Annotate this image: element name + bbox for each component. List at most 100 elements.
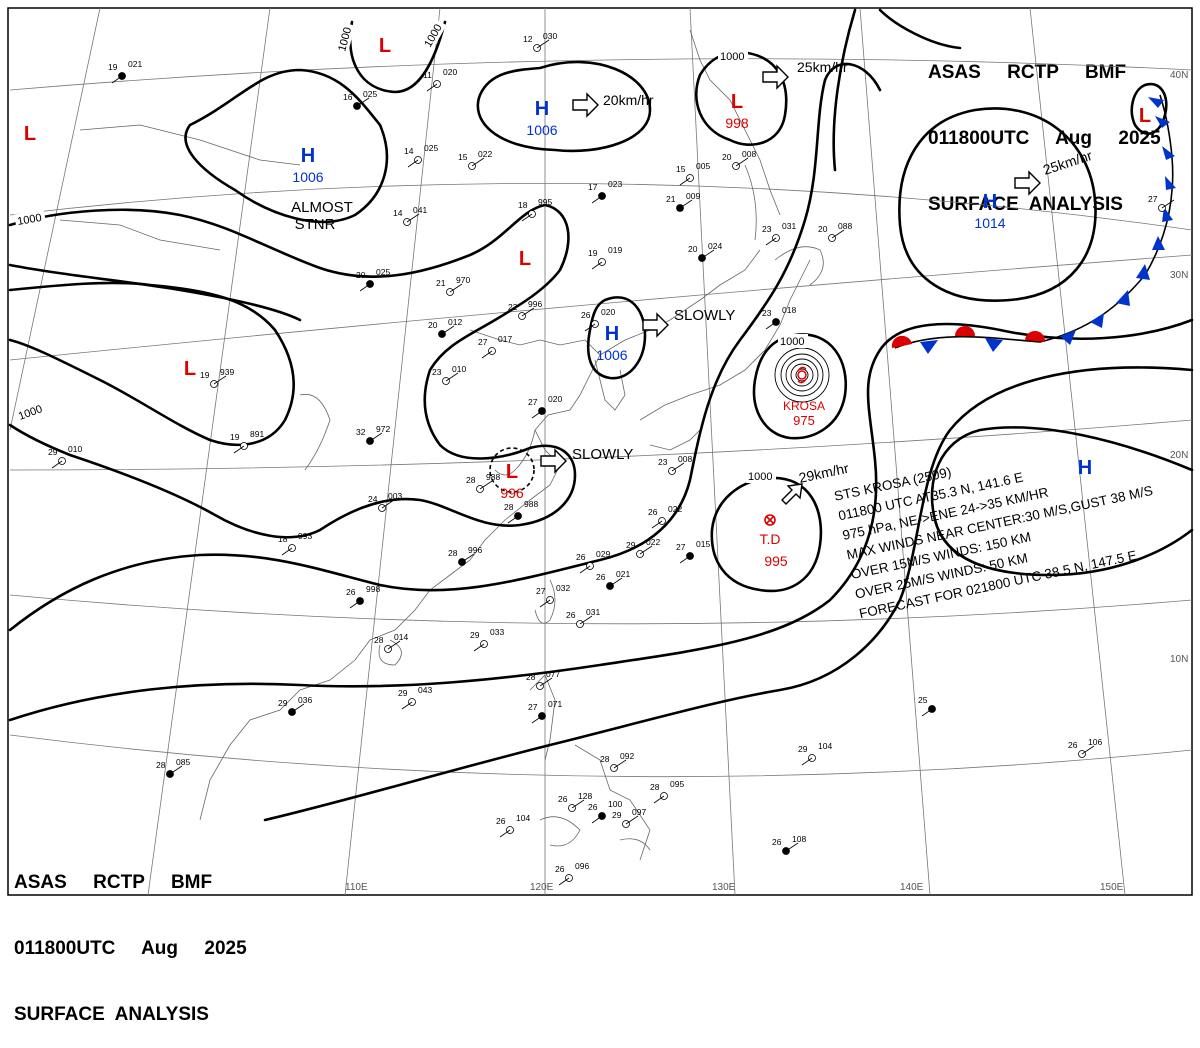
station-plot: 23 031 (762, 221, 796, 246)
station-pressure: 939 (220, 367, 234, 377)
station-pressure: 988 (486, 472, 500, 482)
map-frame (7, 7, 1193, 896)
low-center: L (731, 91, 743, 113)
isobar-label-bg (419, 18, 447, 52)
station-plot: 29 036 (278, 695, 312, 716)
station-pressure: 030 (543, 31, 557, 41)
station-plot: 26 128 (558, 791, 592, 812)
station-pressure: 014 (394, 632, 408, 642)
typhoon-icon (797, 366, 807, 384)
station-temperature: 29 (612, 810, 622, 820)
station-pressure: 033 (490, 627, 504, 637)
station-pressure: 012 (448, 317, 462, 327)
station-pressure: 106 (1088, 737, 1102, 747)
station-plot: 28 095 (650, 779, 684, 804)
isobar (263, 366, 1194, 822)
station-pressure: 088 (838, 221, 852, 231)
station-plot: 14 025 (404, 143, 438, 168)
station-plot: 28 092 (600, 751, 634, 772)
low-dashed-ring (489, 447, 535, 493)
station-pressure: 988 (524, 499, 538, 509)
station-pressure: 891 (250, 429, 264, 439)
center-pressure: 996 (500, 485, 524, 501)
wind-barb (679, 555, 691, 564)
warm-front-symbols (891, 326, 1046, 348)
station-plot: 29 033 (470, 627, 504, 652)
station-pressure: 998 (366, 584, 380, 594)
station-temperature: 23 (658, 457, 668, 467)
wind-barb (765, 321, 777, 330)
station-temperature: 28 (156, 760, 166, 770)
center-pressure: 1006 (596, 347, 627, 363)
wind-barb (401, 701, 413, 710)
station-pressure: 022 (478, 149, 492, 159)
wind-barb (507, 515, 519, 524)
station-plot: 26 104 (496, 813, 530, 838)
latitude-label: 40N (1170, 70, 1188, 81)
wind-barb (233, 445, 245, 454)
graticule (9, 7, 1193, 896)
station-plot: 19 891 (230, 429, 264, 454)
wind-barb (481, 350, 493, 359)
wind-barb (613, 759, 627, 769)
station-pressure: 104 (516, 813, 530, 823)
station-temperature: 29 (398, 688, 408, 698)
station-temperature: 26 (648, 507, 658, 517)
high-center: H (301, 145, 315, 167)
station-pressure: 025 (363, 89, 377, 99)
station-plot: 25 (918, 695, 936, 717)
header-top-right: ASAS RCTP BMF 011800UTC Aug 2025 SURFACE… (928, 18, 1161, 238)
station-pressure: 031 (782, 221, 796, 231)
station-plot: 23 010 (432, 364, 466, 385)
station-pressure: 009 (686, 191, 700, 201)
wind-barb (701, 249, 715, 259)
station-pressure: 032 (556, 583, 570, 593)
station-temperature: 32 (356, 427, 366, 437)
station-temperature: 26 (496, 816, 506, 826)
isobar (8, 263, 302, 322)
station-temperature: 15 (458, 152, 468, 162)
wind-barb (445, 372, 459, 382)
td-pressure: 995 (764, 553, 788, 569)
tropical-depression-icon (764, 514, 776, 526)
station-plot: 28 085 (156, 757, 190, 778)
station-plot: 11 020 (423, 67, 457, 92)
center-pressure: 1006 (292, 169, 323, 185)
wind-barb (521, 307, 535, 317)
station-pressure: 108 (792, 834, 806, 844)
station-pressure: 041 (413, 205, 427, 215)
station-temperature: 16 (343, 92, 353, 102)
isobar-label-bg (746, 469, 776, 483)
isobar-label-bg (718, 49, 748, 63)
station-temperature: 26 (346, 587, 356, 597)
wind-barb (539, 677, 553, 687)
center-pressure: 998 (725, 115, 749, 131)
wind-barb (651, 520, 663, 529)
wind-barb (111, 75, 123, 84)
station-temperature: 20 (356, 270, 366, 280)
station-temperature: 28 (466, 475, 476, 485)
arrow-icon (572, 92, 599, 118)
isobar (898, 107, 1097, 302)
station-pressure: 020 (548, 394, 562, 404)
station-plot: 12 030 (523, 31, 557, 52)
wind-barb (679, 199, 693, 209)
wind-barb (1081, 745, 1095, 755)
longitude-label: 120E (530, 882, 554, 893)
station-temperature: 20 (818, 224, 828, 234)
station-pressure: 972 (376, 424, 390, 434)
station-plot: 29 010 (48, 444, 82, 469)
station-pressure: 025 (424, 143, 438, 153)
isobar-label-bg (14, 400, 48, 424)
station-pressure: 008 (742, 149, 756, 159)
wind-barb (291, 703, 305, 713)
station-pressure: 097 (632, 807, 646, 817)
wind-barb (213, 375, 227, 385)
wind-barb (539, 599, 551, 608)
station-temperature: 17 (588, 182, 598, 192)
station-pressure: 010 (452, 364, 466, 374)
header-line-2: 011800UTC Aug 2025 (14, 938, 247, 959)
station-plot: 29 043 (398, 685, 432, 710)
station-plot: 29 097 (612, 807, 646, 828)
